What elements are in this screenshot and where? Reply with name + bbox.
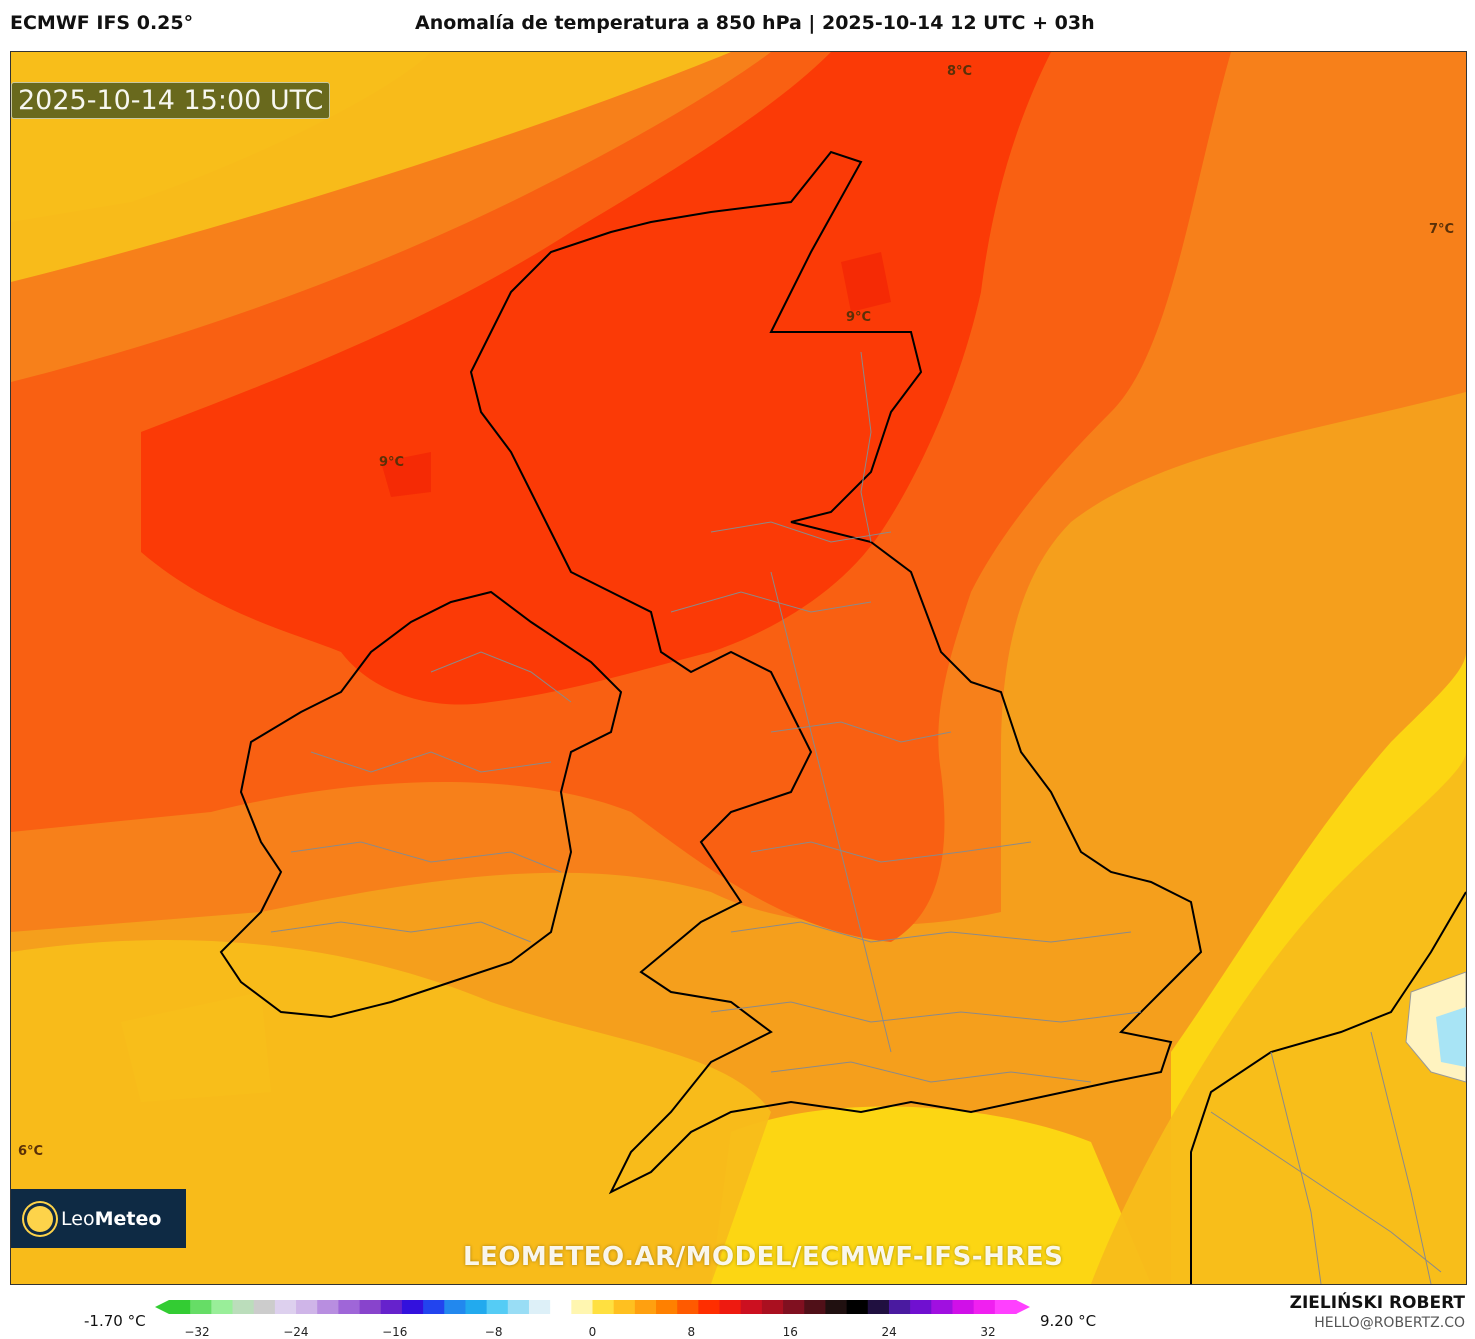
map-title: Anomalía de temperatura a 850 hPa | 2025… [415,12,1095,34]
colorbar-swatch [931,1300,954,1314]
coastline-ireland [219,590,623,1019]
coastline-continent [1190,891,1466,1284]
colorbar-swatch [380,1300,403,1314]
author-name: ZIELIŃSKI ROBERT [1289,1293,1465,1313]
colorbar-swatch [656,1300,678,1314]
colorbar-swatch [888,1300,911,1314]
colorbar-tick-label: −16 [382,1325,408,1339]
colorbar-swatch [994,1300,1017,1314]
isotherm-label: 8°C [947,64,973,79]
anomaly-map [11,52,1466,1284]
colorbar-swatch [592,1300,615,1314]
colorbar-swatch [867,1300,890,1314]
colorbar-swatch [846,1300,869,1314]
colorbar-swatch [719,1300,742,1314]
colorbar-swatch [550,1300,572,1314]
colorbar-swatch [804,1300,827,1314]
colorbar-right-arrow [1016,1300,1030,1314]
colorbar-swatch [740,1300,763,1314]
colorbar-swatch [465,1300,488,1314]
colorbar-swatch [317,1300,339,1314]
map-panel[interactable]: 2025-10-14 15:00 UTC 8°C 7°C 9°C 9°C 6°C… [10,51,1467,1285]
sun-icon [27,1205,53,1232]
colorbar-swatch [783,1300,805,1314]
isotherm-label: 9°C [379,455,405,470]
colorbar-swatch [253,1300,276,1314]
colorbar-tick-label: 24 [881,1325,897,1339]
colorbar-tick-label: 8 [687,1325,696,1339]
anomaly-band-9 [141,52,1051,705]
colorbar-swatch [761,1300,784,1314]
colorbar-tick-label: −8 [484,1325,503,1339]
colorbar-swatch [401,1300,424,1314]
colorbar-swatch [169,1300,191,1314]
colorbar-tick-label: 0 [588,1325,597,1339]
colorbar-swatch [677,1300,699,1314]
colorbar-swatch [698,1300,721,1314]
logo-text-leo: Leo [61,1207,95,1230]
anomaly-band-5 [11,52,1466,1284]
colorbar-tick-label: −32 [184,1325,210,1339]
colorbar-swatch [274,1300,297,1314]
colorbar-swatch [359,1300,382,1314]
colorbar-swatch [952,1300,975,1314]
colorbar-swatch [190,1300,212,1314]
colorbar-tick-label: 32 [980,1325,996,1339]
colorbar-swatch [338,1300,361,1314]
colorbar-swatch [825,1300,848,1314]
coastline-great-britain [469,150,1203,1195]
colorbar-swatch [613,1300,636,1314]
logo-text-meteo: Meteo [94,1207,162,1230]
cold-anomaly-core [1436,1007,1466,1067]
colorbar-swatch [444,1300,467,1314]
colorbar-tick-label: 16 [782,1325,798,1339]
colorbar-swatch [211,1300,234,1314]
colorbar [155,1300,1030,1314]
colorbar-max-label: 9.20 °C [1040,1312,1097,1330]
source-watermark: LEOMETEO.AR/MODEL/ECMWF-IFS-HRES [463,1242,1064,1272]
leometeo-logo[interactable]: Leo Meteo [11,1189,186,1248]
isotherm-label: 9°C [846,310,872,325]
colorbar-tick-label: −24 [283,1325,309,1339]
author-email[interactable]: HELLO@ROBERTZ.CO [1314,1315,1465,1331]
colorbar-swatch [232,1300,255,1314]
admin-borders [270,351,1442,1284]
colorbar-swatch [973,1300,996,1314]
colorbar-swatch [507,1300,530,1314]
colorbar-swatch [571,1300,594,1314]
colorbar-swatch [634,1300,657,1314]
colorbar-min-label: -1.70 °C [84,1312,146,1330]
isotherm-label: 6°C [18,1144,44,1159]
model-name: ECMWF IFS 0.25° [10,12,194,34]
isotherm-label: 7°C [1429,222,1455,237]
colorbar-swatch [910,1300,932,1314]
valid-time-badge: 2025-10-14 15:00 UTC [11,82,331,119]
colorbar-left-arrow [155,1300,169,1314]
colorbar-swatch [486,1300,509,1314]
colorbar-swatch [296,1300,318,1314]
colorbar-swatch [528,1300,551,1314]
colorbar-swatch [423,1300,445,1314]
